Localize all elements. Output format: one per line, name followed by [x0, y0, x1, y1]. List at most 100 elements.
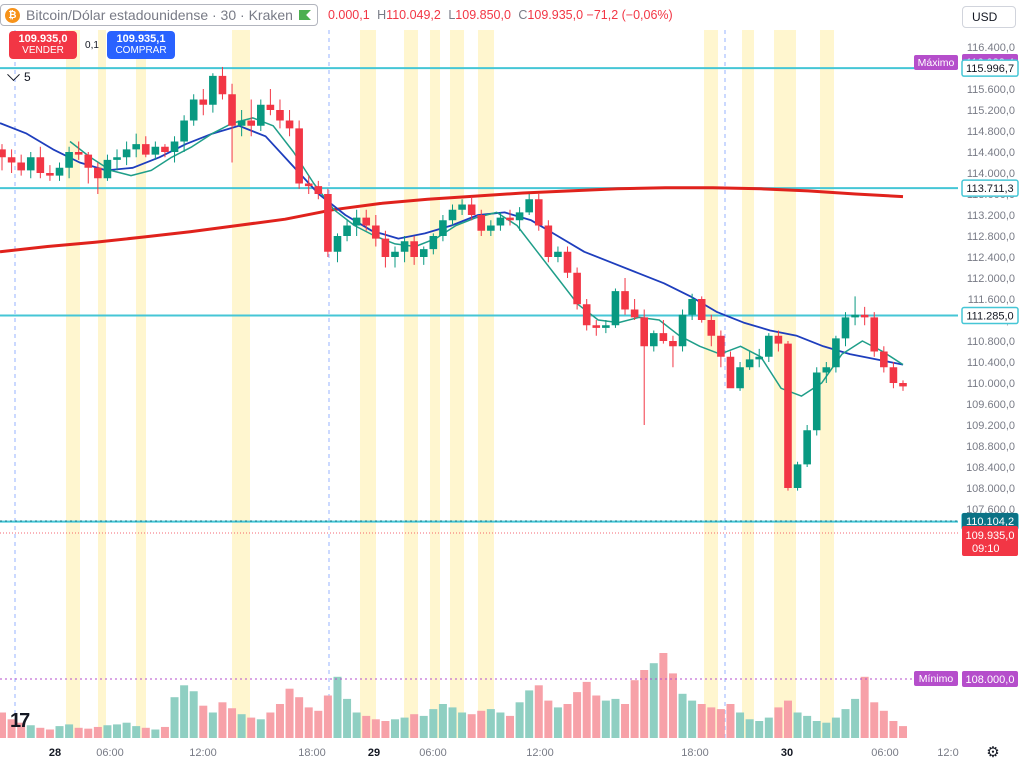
candle-body [419, 249, 428, 257]
candle [563, 246, 572, 278]
sell-button[interactable]: 109.935,0 VENDER [9, 31, 77, 59]
candle-body [736, 367, 744, 389]
volume-bar [170, 697, 179, 738]
candle-body [765, 335, 773, 357]
ohlc-values: 0.000,1 H110.049,2 L109.850,0 C109.935,0… [324, 8, 673, 22]
candle [544, 220, 553, 263]
candle [429, 233, 438, 255]
candle-body [256, 104, 265, 126]
candle [103, 154, 112, 181]
volume-bar [275, 704, 284, 738]
candle-body [860, 314, 869, 318]
candle [860, 306, 869, 326]
candle-body [870, 317, 879, 352]
candle-body [678, 314, 687, 347]
candle [534, 194, 543, 231]
ohlc-high: H110.049,2 [377, 8, 441, 22]
volume-bar [122, 722, 131, 738]
time-tick-label: 06:00 [419, 747, 447, 759]
time-axis: 28 06:00 12:00 18:00 29 06:00 12:00 18:00 30 06:0… [0, 738, 959, 766]
candle [669, 335, 677, 368]
candle-body [400, 241, 409, 252]
candle [621, 278, 629, 315]
time-tick-label: 18:00 [298, 747, 326, 759]
candle-body [755, 356, 764, 360]
indicators-toggle[interactable]: 5 [7, 67, 31, 84]
candle-body [36, 157, 45, 173]
candle-body [793, 464, 802, 488]
max-tag-label: Máximo [918, 57, 955, 69]
candle [889, 362, 898, 389]
volume-bar [477, 710, 486, 738]
candle [515, 207, 524, 231]
candles [0, 66, 907, 491]
candle [487, 220, 495, 236]
min-value-label: 108.000,0 [966, 674, 1015, 686]
candle [189, 94, 198, 126]
candle-body [372, 225, 380, 239]
candle-body [841, 317, 850, 339]
volume-bar [851, 698, 860, 738]
candle-body [803, 430, 811, 465]
candle-body [103, 159, 112, 179]
volume-bar [93, 726, 102, 738]
volume-bar [266, 712, 275, 738]
price-tick-label: 111.600,0 [968, 294, 1015, 306]
candle [496, 212, 505, 231]
volume-bar [553, 707, 562, 738]
sell-label: VENDER [22, 45, 64, 56]
candle [832, 335, 840, 373]
sell-price: 109.935,0 [18, 33, 68, 45]
candle-body [669, 341, 677, 347]
candle-body [55, 167, 64, 176]
volume-bar [113, 724, 122, 738]
candle-body [180, 120, 188, 142]
candle-body [621, 291, 629, 310]
price-axis: 116.400,0116.000,0115.600,0115.200,0114.… [914, 0, 1024, 766]
candle-body [880, 351, 888, 368]
tradingview-logo-icon[interactable]: 17 [10, 710, 30, 732]
candle-body [544, 225, 553, 257]
candle [314, 180, 323, 200]
candle-body [429, 236, 438, 250]
candle-body [899, 383, 907, 387]
candle [736, 362, 744, 391]
max-tag-bg [914, 55, 958, 70]
volume-bar [17, 722, 26, 738]
volume-bar [333, 676, 342, 738]
spread-value: 0,1 [85, 39, 99, 51]
volume-bar [26, 725, 35, 738]
volume-bar [84, 728, 93, 738]
price-tick-label: 114.400,0 [967, 147, 1015, 159]
candle [113, 149, 121, 171]
gear-icon[interactable]: ⚙ [986, 744, 1000, 761]
candle-body [496, 217, 505, 226]
ohlc-change: −71,2 (−0,06%) [586, 8, 673, 22]
time-tick-label: 28 [49, 747, 61, 759]
candle [851, 296, 859, 326]
currency-selector[interactable]: USD [962, 6, 1016, 28]
symbol-box[interactable]: ₿ Bitcoin/Dólar estadounidense · 30 · Kr… [0, 4, 318, 26]
candle [841, 312, 850, 347]
candle-body [832, 338, 840, 368]
candle [573, 267, 581, 310]
candle-body [467, 204, 476, 215]
buy-button[interactable]: 109.935,1 COMPRAR [107, 31, 175, 59]
candle-body [113, 157, 121, 160]
candle-body [592, 325, 601, 328]
volume-bar [467, 714, 476, 738]
volume-bar [103, 725, 112, 738]
candle [400, 236, 409, 263]
volume-bar [256, 719, 265, 738]
price-tick-label: 110.000,0 [967, 378, 1015, 390]
candle-body [506, 217, 514, 221]
ohlc-open: 0.000,1 [327, 8, 370, 22]
candle [94, 162, 102, 194]
candle-body [343, 225, 351, 236]
candle [774, 330, 783, 352]
symbol-title[interactable]: Bitcoin/Dólar estadounidense · 30 · Krak… [26, 7, 293, 23]
candle-body [26, 157, 35, 171]
candle [467, 196, 476, 221]
candle [237, 110, 246, 137]
